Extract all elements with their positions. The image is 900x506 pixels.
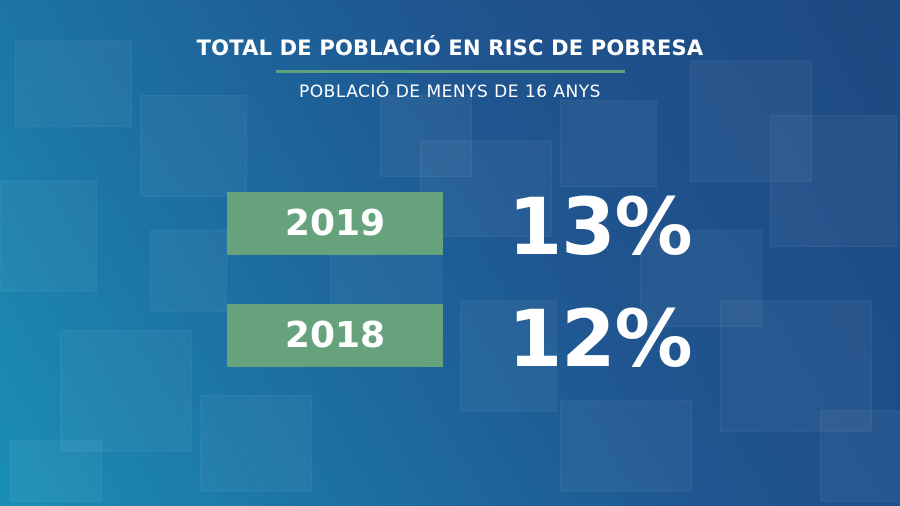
slide-subtitle: POBLACIÓ DE MENYS DE 16 ANYS	[299, 82, 601, 102]
slide-title: TOTAL DE POBLACIÓ EN RISC DE POBRESA	[196, 36, 704, 60]
year-text: 2018	[284, 315, 386, 356]
year-label-2019: 2019	[227, 192, 443, 255]
percentage-value-2019: 13%	[508, 183, 693, 273]
year-text: 2019	[284, 203, 386, 244]
year-label-2018: 2018	[227, 304, 443, 367]
percentage-value-2018: 12%	[508, 295, 693, 385]
title-underline	[276, 70, 625, 73]
